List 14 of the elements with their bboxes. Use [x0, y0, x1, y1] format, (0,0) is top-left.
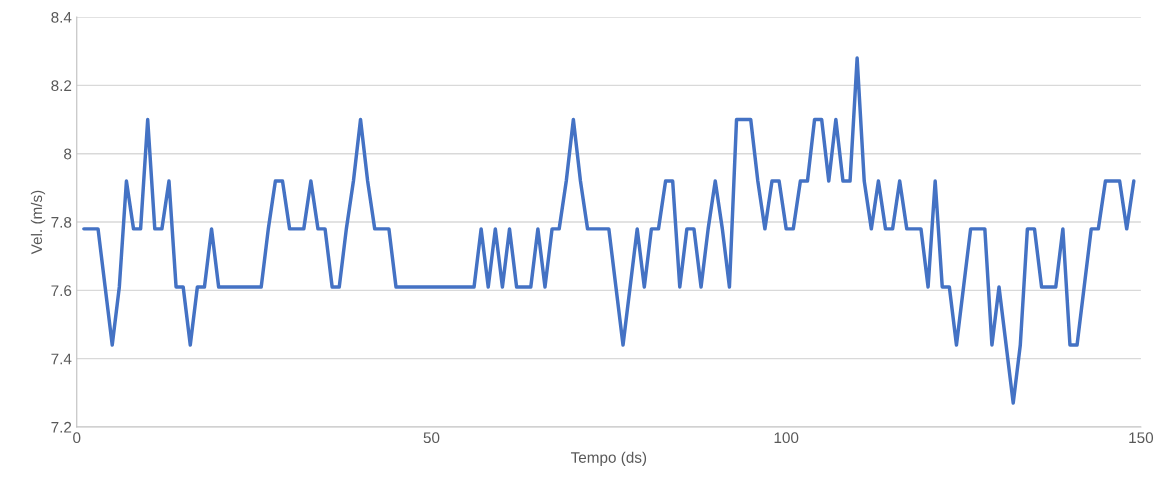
y-tick-label: 8.2	[51, 80, 72, 92]
line-series	[82, 56, 1136, 405]
y-tick-label: 7.4	[51, 353, 72, 365]
y-tick-label: 8.4	[51, 11, 72, 23]
y-tick-label: 8	[64, 148, 72, 160]
x-tick-label: 150	[1129, 432, 1154, 444]
x-axis-title: Tempo (ds)	[570, 451, 647, 466]
y-axis-title: Vel. (m/s)	[30, 190, 46, 255]
x-tick-label: 100	[774, 432, 799, 444]
y-tick-label: 7.8	[51, 216, 72, 228]
y-tick-label: 7.2	[51, 421, 72, 433]
y-tick-label: 7.6	[51, 285, 72, 297]
x-tick-label: 50	[423, 432, 440, 444]
x-tick-label: 0	[73, 432, 81, 444]
